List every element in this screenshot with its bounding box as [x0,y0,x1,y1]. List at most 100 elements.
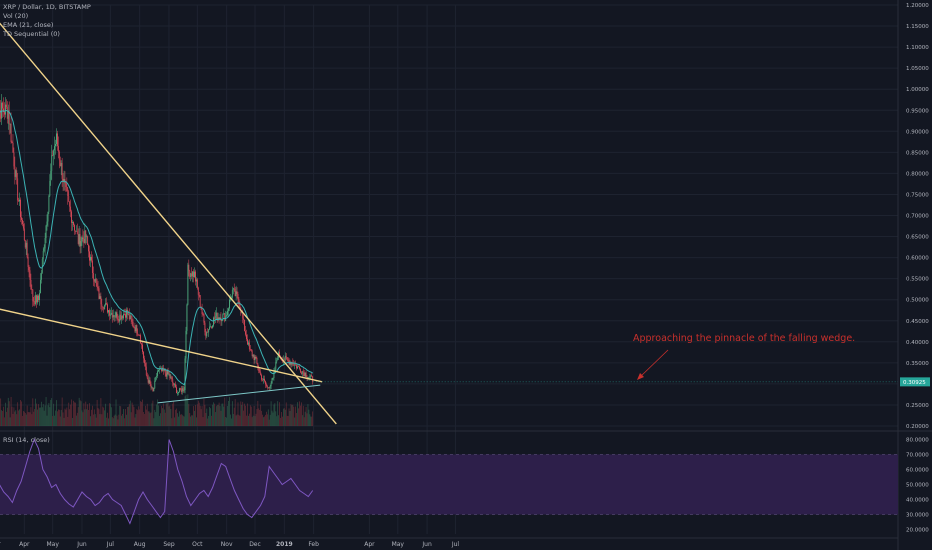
volume-bar [44,405,46,426]
volume-bar [57,411,58,426]
volume-bar [251,417,253,426]
candle-body [77,233,79,244]
volume-bar [206,408,208,426]
volume-bar [19,409,20,426]
candle-body [300,372,302,374]
volume-bar [196,417,197,426]
candle-body [153,388,155,392]
candle-body [128,313,130,320]
volume-bar [23,411,24,426]
candle-body [179,388,181,390]
candle-body [277,357,279,360]
candle-body [114,316,116,318]
volume-bar [208,415,210,426]
volume-bar [264,416,265,426]
candle-body [26,242,28,258]
volume-bar [260,404,262,426]
volume-bar [72,417,73,426]
candle-body [10,123,12,142]
volume-bar [194,410,195,426]
volume-bar [266,414,268,426]
volume-bar [76,412,78,426]
volume-bar [272,412,274,426]
volume-bar [97,407,99,426]
time-axis-label: Jun [76,541,87,548]
volume-bar [137,410,139,426]
candle-body [106,303,107,305]
candle-body [167,371,169,375]
volume-bar [174,417,175,426]
volume-bar [255,413,257,426]
candle-body [221,320,223,322]
candle-body [311,375,313,377]
candle-body [262,379,263,381]
candle-body [36,295,38,303]
volume-bar [191,415,193,426]
volume-bar [183,416,185,426]
rsi-axis-label: 80.0000 [906,438,929,444]
volume-bar [231,418,232,426]
volume-bar [247,403,248,426]
volume-bar [176,408,177,426]
candle-body [82,237,84,239]
candle-body [170,377,172,379]
candle-body [213,317,215,319]
volume-bar [225,416,227,426]
volume-bar [52,416,54,426]
volume-bar [275,411,277,426]
volume-bar [131,402,133,426]
volume-bar [302,405,304,426]
volume-bar [80,401,82,426]
candle-body [206,331,208,337]
volume-bar [178,416,179,426]
candle-body [272,378,274,379]
volume-bar [145,409,147,426]
candle-body [94,278,96,282]
volume-bar [88,410,89,426]
candle-body [124,314,125,315]
volume-bar [254,416,256,426]
candle-body [120,314,122,320]
volume-bar [18,410,19,426]
legend-vol: Vol (20) [3,12,29,20]
volume-bar [172,403,174,426]
candle-body [154,380,156,389]
candle-body [252,355,254,357]
volume-bar [207,418,209,426]
volume-bar [141,401,142,426]
volume-bar [262,414,263,426]
volume-bar [31,414,33,426]
volume-bar [268,419,270,426]
volume-bar [135,414,137,426]
candle-body [15,170,17,177]
candle-body [66,187,68,192]
legend-ema: EMA (21, close) [3,21,54,29]
candle-body [118,319,120,322]
volume-bar [143,412,144,426]
volume-bar [179,411,180,426]
volume-bar [284,409,286,426]
candle-body [309,376,311,378]
volume-bar [103,407,105,426]
volume-bar [87,404,89,426]
candle-body [187,264,189,305]
volume-bar [169,405,171,426]
rsi-axis-label: 70.0000 [906,453,929,459]
volume-bar [78,397,80,426]
annotation-text: Approaching the pinnacle of the falling … [633,333,855,344]
candle-body [186,304,188,331]
candle-body [152,387,154,392]
volume-bar [73,400,74,426]
candle-body [253,355,255,361]
volume-bar [245,405,246,426]
candle-body [25,242,27,248]
volume-bar [116,415,118,426]
candle-body [218,317,220,320]
volume-bar [258,408,260,426]
volume-bar [33,411,35,426]
candle-body [193,271,194,277]
volume-bar [166,403,168,426]
volume-bar [10,396,12,426]
candle-body [13,152,15,167]
candle-body [29,270,31,281]
